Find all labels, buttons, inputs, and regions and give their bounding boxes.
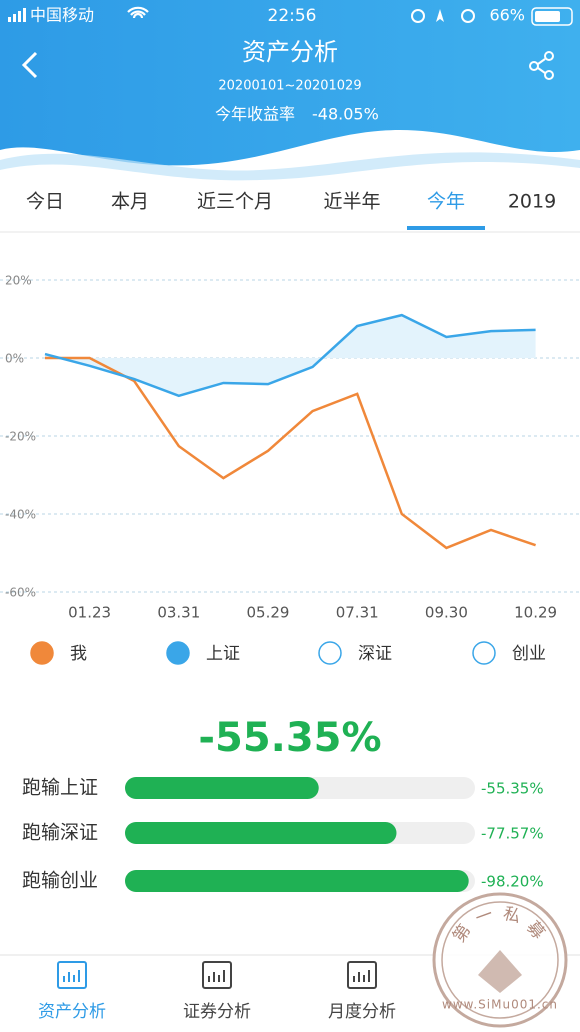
line [45, 356, 537, 550]
bar [125, 822, 397, 844]
x-tick-label: 05.29 [247, 604, 290, 622]
nav-icon-detail [353, 970, 370, 982]
tab[interactable]: 2019 [508, 191, 556, 213]
return-label: 今年收益率 [215, 105, 295, 124]
bar-value: -98.20% [481, 873, 544, 891]
tab[interactable]: 近三个月 [197, 191, 273, 213]
nav-item[interactable]: 资产分析 [38, 961, 106, 1022]
x-tick-label: 03.31 [157, 604, 200, 622]
line [44, 313, 536, 398]
headline: -55.35% [198, 715, 381, 761]
nav-icon [57, 961, 87, 989]
tab-indicator [407, 226, 485, 230]
watermark-char: 私 [501, 904, 523, 928]
bar-value: -55.35% [481, 780, 544, 798]
bar-label: 跑输深证 [22, 822, 98, 844]
bar-label: 跑输创业 [22, 870, 98, 892]
x-tick-label: 07.31 [336, 604, 379, 622]
area [45, 315, 536, 396]
nav-icon [202, 961, 232, 989]
watermark-url: www.SiMu001.cn [442, 998, 558, 1012]
nav-label: 月度分析 [328, 1002, 396, 1022]
nav-item[interactable]: 证券分析 [183, 961, 251, 1022]
signal-icon [8, 8, 26, 22]
share-button[interactable] [529, 51, 554, 80]
legend-marker[interactable] [472, 641, 496, 665]
bar [125, 777, 319, 799]
bar-value: -77.57% [481, 825, 544, 843]
x-tick-label: 01.23 [68, 604, 111, 622]
wave [0, 152, 580, 181]
legend-marker[interactable] [30, 641, 54, 665]
time: 22:56 [268, 6, 317, 26]
y-tick-label: 0% [5, 352, 24, 366]
tab[interactable]: 今日 [26, 191, 64, 213]
nav-icon [347, 961, 377, 989]
battery-text: 66% [489, 6, 525, 25]
tab[interactable]: 本月 [111, 191, 149, 213]
bar-label: 跑输上证 [22, 777, 98, 799]
bar [125, 870, 469, 892]
legend-label: 我 [70, 644, 87, 664]
tab[interactable]: 今年 [427, 191, 465, 213]
legend-marker[interactable] [318, 641, 342, 665]
nav-label: 证券分析 [183, 1002, 251, 1022]
tab[interactable]: 近半年 [323, 191, 380, 213]
battery-level [535, 11, 560, 22]
nav-item[interactable]: 月度分析 [328, 961, 396, 1022]
nav-icon-detail [63, 970, 80, 982]
nav-label: 资产分析 [38, 1002, 106, 1022]
return-value: -48.05% [312, 105, 379, 124]
legend-marker[interactable] [166, 641, 190, 665]
alarm-icon [461, 9, 475, 23]
nav-icon-detail [208, 970, 225, 982]
back-button[interactable] [21, 51, 38, 79]
wifi-icon [127, 6, 149, 19]
legend-label: 深证 [358, 644, 392, 664]
y-tick-label: -20% [5, 430, 36, 444]
y-tick-label: -40% [5, 508, 36, 522]
y-tick-label: -60% [5, 586, 36, 600]
x-tick-label: 10.29 [514, 604, 557, 622]
watermark-char: 一 [473, 904, 496, 929]
location-icon [436, 9, 444, 22]
x-tick-label: 09.30 [425, 604, 468, 622]
header-bg [0, 0, 580, 166]
legend-label: 创业 [512, 644, 546, 664]
page-title: 资产分析 [242, 38, 338, 66]
carrier: 中国移动 [30, 6, 94, 25]
y-tick-label: 20% [5, 274, 32, 288]
legend-label: 上证 [206, 644, 240, 664]
battery-icon [531, 7, 573, 26]
date-range: 20200101~20201029 [218, 79, 361, 94]
lock-icon [411, 9, 425, 23]
